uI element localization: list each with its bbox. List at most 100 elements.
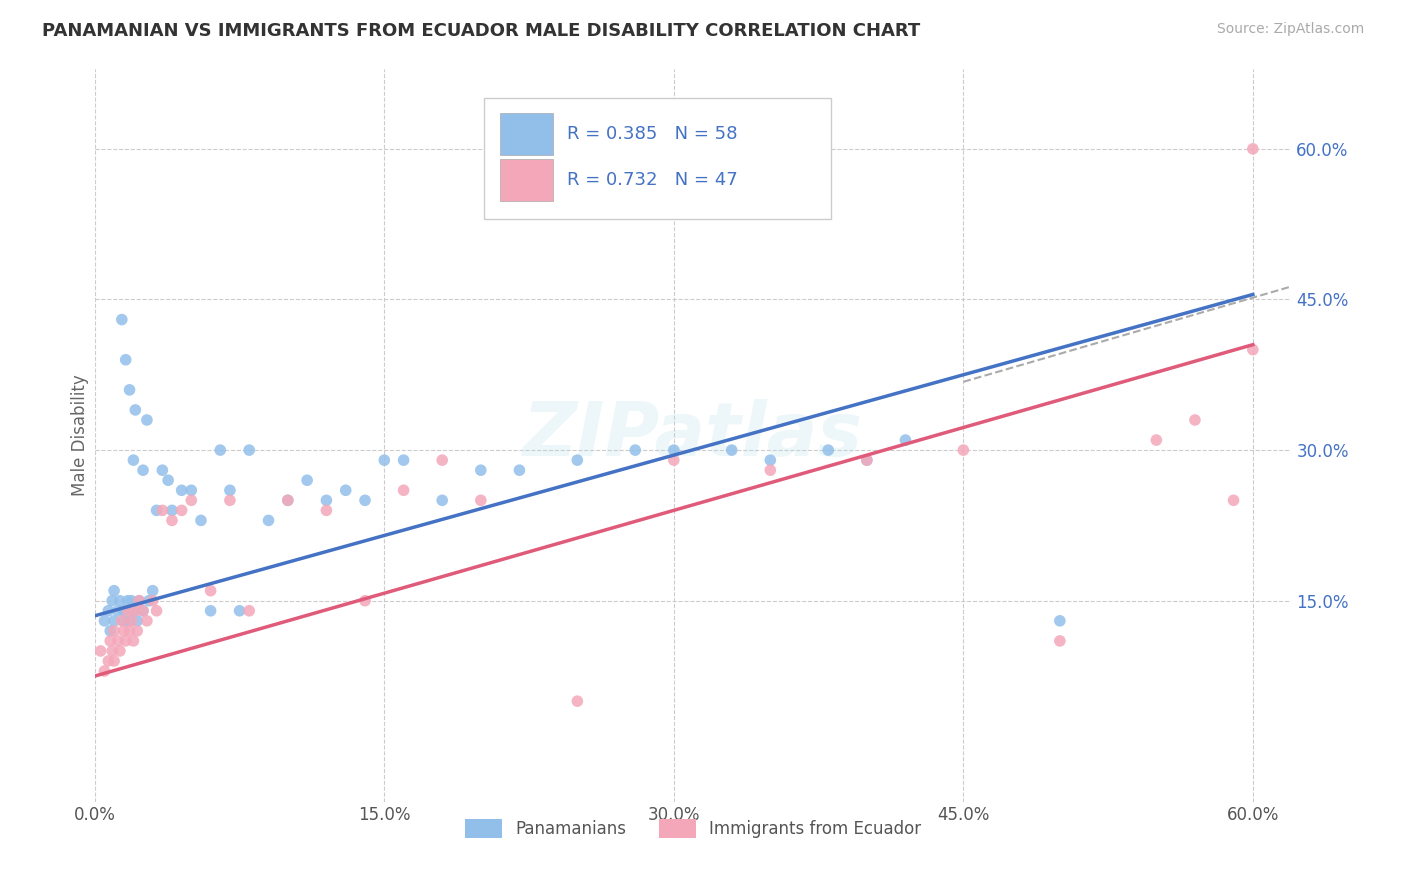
Point: [145, 503, 167, 517]
Point: [145, 604, 167, 618]
Point: [508, 463, 530, 477]
Point: [315, 493, 337, 508]
Point: [200, 604, 222, 618]
Point: [470, 463, 492, 477]
Text: PANAMANIAN VS IMMIGRANTS FROM ECUADOR MALE DISABILITY CORRELATION CHART: PANAMANIAN VS IMMIGRANTS FROM ECUADOR MA…: [42, 22, 921, 40]
Point: [856, 453, 879, 467]
Text: ZIPatlas: ZIPatlas: [523, 399, 863, 472]
Point: [1049, 634, 1071, 648]
Point: [135, 614, 157, 628]
Point: [108, 593, 131, 607]
Point: [219, 483, 242, 498]
Point: [257, 513, 280, 527]
Point: [124, 604, 146, 618]
Point: [122, 453, 145, 467]
Point: [170, 503, 193, 517]
Point: [107, 634, 129, 648]
FancyBboxPatch shape: [501, 112, 553, 155]
Point: [103, 583, 125, 598]
Point: [1184, 413, 1206, 427]
Point: [108, 644, 131, 658]
Point: [392, 453, 415, 467]
Point: [117, 604, 139, 618]
Point: [114, 634, 136, 648]
Point: [219, 493, 242, 508]
Point: [124, 403, 146, 417]
Point: [894, 433, 917, 447]
Point: [238, 443, 260, 458]
Point: [118, 383, 141, 397]
Point: [238, 604, 260, 618]
Point: [132, 463, 155, 477]
Point: [101, 644, 124, 658]
FancyBboxPatch shape: [501, 159, 553, 202]
Point: [432, 453, 454, 467]
Text: Source: ZipAtlas.com: Source: ZipAtlas.com: [1216, 22, 1364, 37]
Point: [567, 453, 589, 467]
Point: [170, 483, 193, 498]
Point: [160, 513, 183, 527]
Point: [759, 463, 782, 477]
Point: [354, 593, 377, 607]
Point: [856, 453, 879, 467]
Point: [117, 593, 139, 607]
Point: [432, 493, 454, 508]
Point: [90, 644, 112, 658]
Point: [1241, 142, 1264, 156]
Point: [817, 443, 839, 458]
Point: [373, 453, 395, 467]
Point: [128, 593, 150, 607]
Text: R = 0.385   N = 58: R = 0.385 N = 58: [568, 125, 738, 143]
Point: [122, 634, 145, 648]
Point: [335, 483, 357, 498]
Point: [567, 694, 589, 708]
Point: [93, 664, 115, 678]
Point: [759, 453, 782, 467]
Point: [121, 593, 143, 607]
Point: [103, 654, 125, 668]
Point: [180, 483, 202, 498]
Point: [118, 624, 141, 638]
Point: [127, 614, 149, 628]
Point: [720, 443, 742, 458]
Point: [98, 634, 121, 648]
Point: [121, 614, 143, 628]
Point: [470, 493, 492, 508]
Point: [142, 583, 165, 598]
Point: [150, 463, 173, 477]
Point: [1241, 343, 1264, 357]
Point: [142, 593, 165, 607]
Point: [127, 624, 149, 638]
Point: [624, 443, 647, 458]
Point: [135, 413, 157, 427]
Point: [1222, 493, 1244, 508]
Point: [952, 443, 974, 458]
Point: [295, 473, 318, 487]
Point: [160, 503, 183, 517]
Point: [190, 513, 212, 527]
Point: [111, 312, 134, 326]
Text: R = 0.732   N = 47: R = 0.732 N = 47: [568, 171, 738, 189]
Point: [114, 352, 136, 367]
Point: [132, 604, 155, 618]
Point: [277, 493, 299, 508]
Y-axis label: Male Disability: Male Disability: [72, 374, 89, 496]
Point: [209, 443, 232, 458]
Point: [392, 483, 415, 498]
Point: [97, 604, 120, 618]
Point: [118, 614, 141, 628]
FancyBboxPatch shape: [484, 98, 831, 219]
Point: [132, 604, 155, 618]
Point: [103, 614, 125, 628]
Point: [93, 614, 115, 628]
Point: [315, 503, 337, 517]
Point: [112, 624, 135, 638]
Point: [662, 453, 685, 467]
Point: [97, 654, 120, 668]
Point: [180, 493, 202, 508]
Point: [157, 473, 180, 487]
Point: [277, 493, 299, 508]
Point: [354, 493, 377, 508]
Point: [128, 593, 150, 607]
Point: [150, 503, 173, 517]
